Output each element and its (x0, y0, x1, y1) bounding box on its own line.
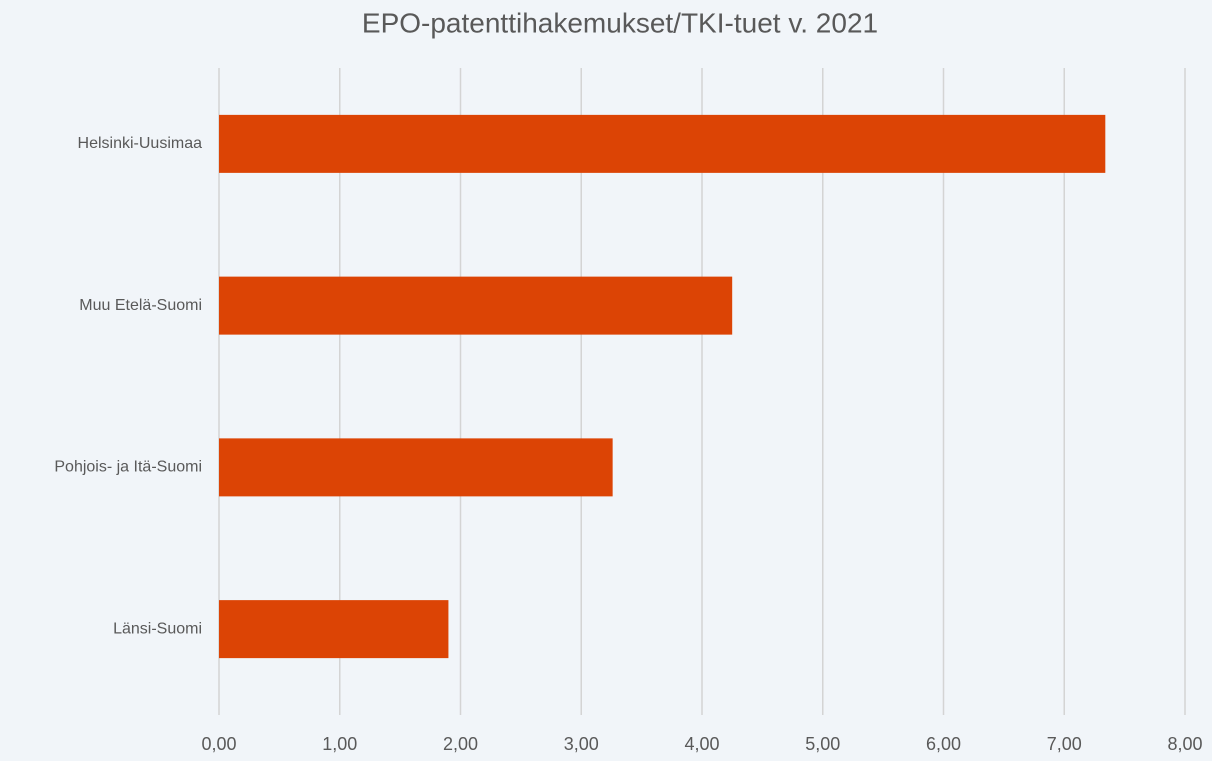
chart-title: EPO-patenttihakemukset/TKI-tuet v. 2021 (362, 7, 878, 38)
y-tick-label: Muu Etelä-Suomi (79, 297, 202, 314)
y-tick-label: Pohjois- ja Itä-Suomi (54, 459, 202, 476)
x-tick-label: 2,00 (443, 734, 478, 754)
bar (219, 114, 1106, 173)
y-tick-label: Helsinki-Uusimaa (78, 135, 203, 152)
bar (219, 600, 449, 659)
bar (219, 438, 613, 497)
x-tick-label: 0,00 (201, 734, 236, 754)
x-tick-label: 5,00 (805, 734, 840, 754)
x-tick-label: 7,00 (1047, 734, 1082, 754)
x-tick-label: 6,00 (926, 734, 961, 754)
x-tick-label: 8,00 (1167, 734, 1202, 754)
x-tick-label: 1,00 (322, 734, 357, 754)
x-tick-label: 3,00 (564, 734, 599, 754)
x-tick-label: 4,00 (684, 734, 719, 754)
bar (219, 276, 733, 335)
y-tick-label: Länsi-Suomi (113, 620, 202, 637)
